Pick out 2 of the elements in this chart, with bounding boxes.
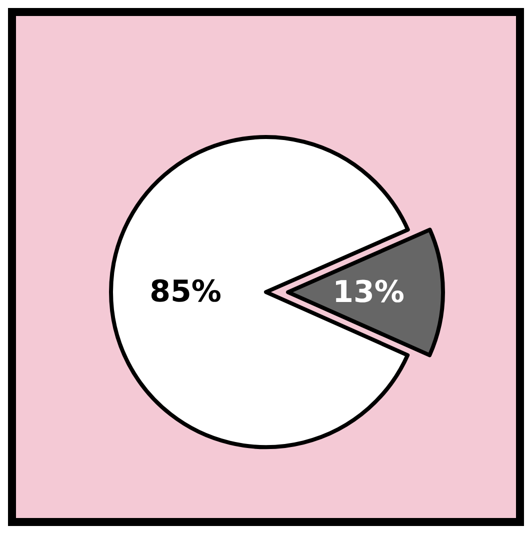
data-label: 13% (332, 274, 404, 310)
data-label: 85% (150, 274, 222, 310)
